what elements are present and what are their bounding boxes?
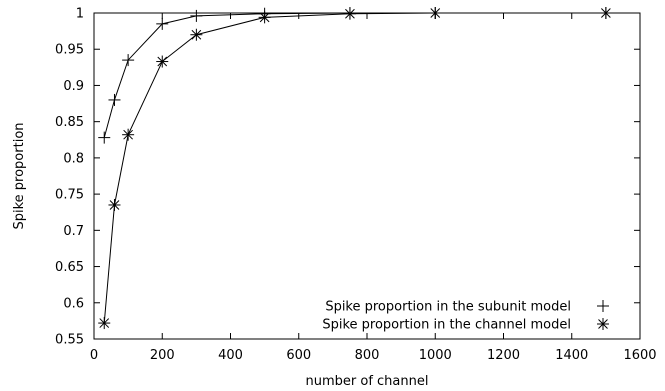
series-layer <box>98 7 612 330</box>
plot-frame <box>93 12 641 340</box>
data-point-series-2 <box>98 317 111 330</box>
data-point-series-2 <box>122 128 135 141</box>
y-tick-label: 0.7 <box>63 224 84 239</box>
y-tick-label: 0.8 <box>63 151 84 166</box>
data-point-series-2 <box>190 28 203 41</box>
legend-marker-1 <box>597 300 609 312</box>
legend-label-1: Spike proportion in the subunit model <box>325 300 571 315</box>
data-point-series-1 <box>122 54 135 67</box>
y-tick-label: 0.55 <box>55 333 84 348</box>
x-tick-label: 0 <box>90 348 98 363</box>
series-line-1 <box>103 12 606 138</box>
y-axis-title: Spike proportion <box>12 122 27 229</box>
legend-label-2: Spike proportion in the channel model <box>322 318 571 333</box>
x-axis-title: number of channel <box>306 374 429 389</box>
y-tick-label: 0.75 <box>55 188 84 203</box>
x-tick-label: 1600 <box>623 348 656 363</box>
y-tick-label: 0.9 <box>63 79 84 94</box>
data-point-series-1 <box>156 17 169 30</box>
y-tick-label: 0.6 <box>63 296 84 311</box>
y-tick-label: 1 <box>76 7 84 22</box>
x-tick-label: 1000 <box>419 348 452 363</box>
data-point-series-2 <box>108 198 121 211</box>
data-point-series-1 <box>108 93 121 106</box>
data-point-series-2 <box>343 7 356 20</box>
x-tick-label: 200 <box>150 348 175 363</box>
x-tick-label: 1200 <box>487 348 520 363</box>
y-tick-label: 0.95 <box>55 43 84 58</box>
series-line-2 <box>103 12 606 324</box>
legend-marker-2 <box>597 318 609 330</box>
data-point-series-1 <box>98 131 111 144</box>
x-tick-label: 800 <box>355 348 380 363</box>
data-point-series-1 <box>190 9 203 22</box>
y-tick-label: 0.65 <box>55 260 84 275</box>
x-tick-label: 1400 <box>555 348 588 363</box>
legend: Spike proportion in the subunit model Spi… <box>322 300 609 333</box>
data-point-series-2 <box>156 55 169 68</box>
x-tick-label: 400 <box>218 348 243 363</box>
x-tick-label: 600 <box>286 348 311 363</box>
ticks-layer: 0 200 400 600 800 1000 1200 1400 1600 0.55 0.6 0.65… <box>55 7 657 364</box>
y-tick-label: 0.85 <box>55 115 84 130</box>
